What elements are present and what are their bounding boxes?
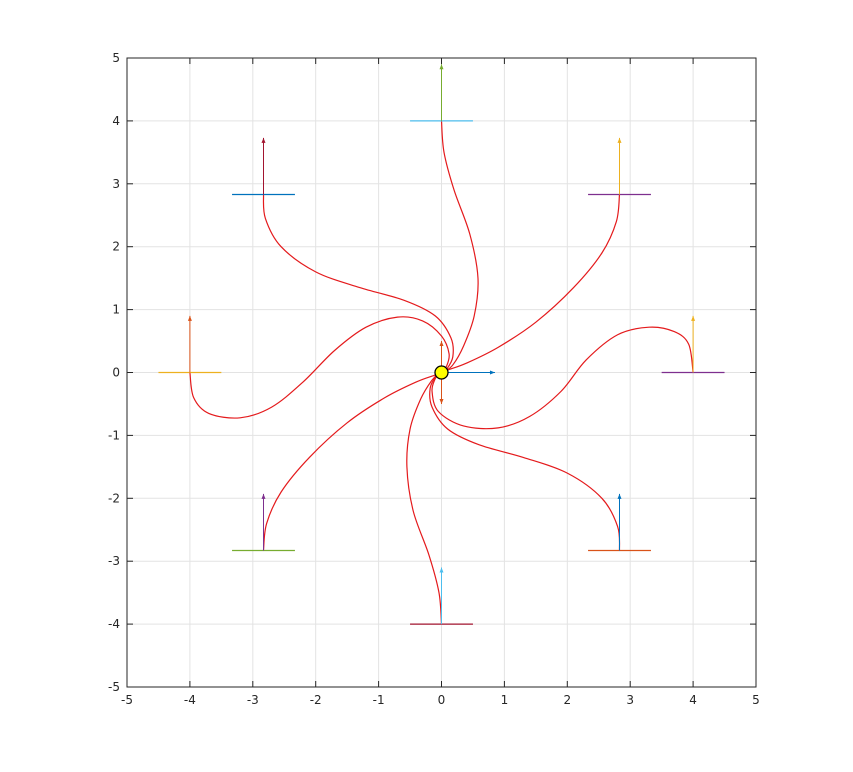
y-tick-label: -2	[108, 491, 120, 505]
start-heading-arrow	[261, 493, 266, 551]
y-tick-label: -1	[108, 428, 120, 442]
y-tick-label: 2	[112, 240, 120, 254]
target-pose	[434, 341, 495, 404]
start-heading-arrow-head	[617, 493, 622, 499]
trajectory-line-5	[189, 316, 450, 419]
start-pose-3	[410, 64, 473, 122]
start-pose-2	[588, 137, 651, 196]
trajectory-series	[189, 120, 694, 625]
trajectory-line-3	[440, 120, 479, 374]
x-tick-label: 2	[563, 693, 571, 707]
y-tick-label: 4	[112, 114, 120, 128]
x-tick-label: 5	[752, 693, 760, 707]
trajectory-line-6	[262, 371, 442, 551]
target-arrow-1	[441, 370, 495, 375]
x-tick-label: -1	[373, 693, 385, 707]
start-heading-arrow-head	[691, 315, 696, 321]
x-tick-label: -4	[184, 693, 196, 707]
y-tick-label: 1	[112, 303, 120, 317]
start-pose-4	[232, 137, 295, 196]
x-tick-label: -3	[247, 693, 259, 707]
trajectory-line-4	[262, 194, 454, 374]
start-heading-arrow	[261, 137, 266, 195]
x-tick-label: 1	[501, 693, 509, 707]
x-tick-label: 0	[438, 693, 446, 707]
start-heading-arrow-head	[439, 567, 444, 573]
start-pose-5	[158, 315, 222, 374]
start-heading-arrow	[691, 315, 696, 373]
trajectory-line-1	[431, 326, 694, 430]
start-heading-arrow	[439, 567, 444, 625]
x-tick-label: 4	[689, 693, 697, 707]
start-poses	[158, 64, 725, 625]
start-heading-arrow	[187, 315, 192, 373]
y-tick-label: -3	[108, 554, 120, 568]
start-heading-arrow-head	[261, 493, 266, 499]
start-heading-arrow	[439, 64, 444, 121]
y-tick-label: 0	[112, 366, 120, 380]
start-heading-arrow-head	[617, 137, 622, 143]
y-tick-label: 3	[112, 177, 120, 191]
x-axis-ticks: -5 -4 -3 -2 -1 0 1 2 3 4 5	[121, 58, 760, 707]
y-tick-label: -5	[108, 680, 120, 694]
target-arrow-1-head	[489, 370, 495, 375]
start-heading-arrow	[617, 137, 622, 195]
start-pose-6	[232, 493, 295, 552]
trajectory-line-2	[441, 194, 621, 374]
start-pose-1	[661, 315, 725, 374]
target-arrow-3-head	[439, 398, 444, 404]
start-pose-7	[410, 567, 473, 625]
start-heading-arrow-head	[439, 64, 444, 70]
trajectory-line-8	[429, 371, 621, 551]
x-tick-label: -2	[310, 693, 322, 707]
y-tick-label: -4	[108, 617, 120, 631]
start-pose-8	[588, 493, 651, 552]
start-heading-arrow-head	[261, 137, 266, 143]
x-tick-label: 3	[626, 693, 634, 707]
y-tick-label: 5	[112, 51, 120, 65]
target-marker	[434, 365, 449, 380]
start-heading-arrow	[617, 493, 622, 551]
x-tick-label: -5	[121, 693, 133, 707]
y-axis-ticks: -5 -4 -3 -2 -1 0 1 2 3 4 5	[108, 51, 756, 694]
start-heading-arrow-head	[187, 315, 192, 321]
target-arrow-2-head	[439, 341, 444, 347]
